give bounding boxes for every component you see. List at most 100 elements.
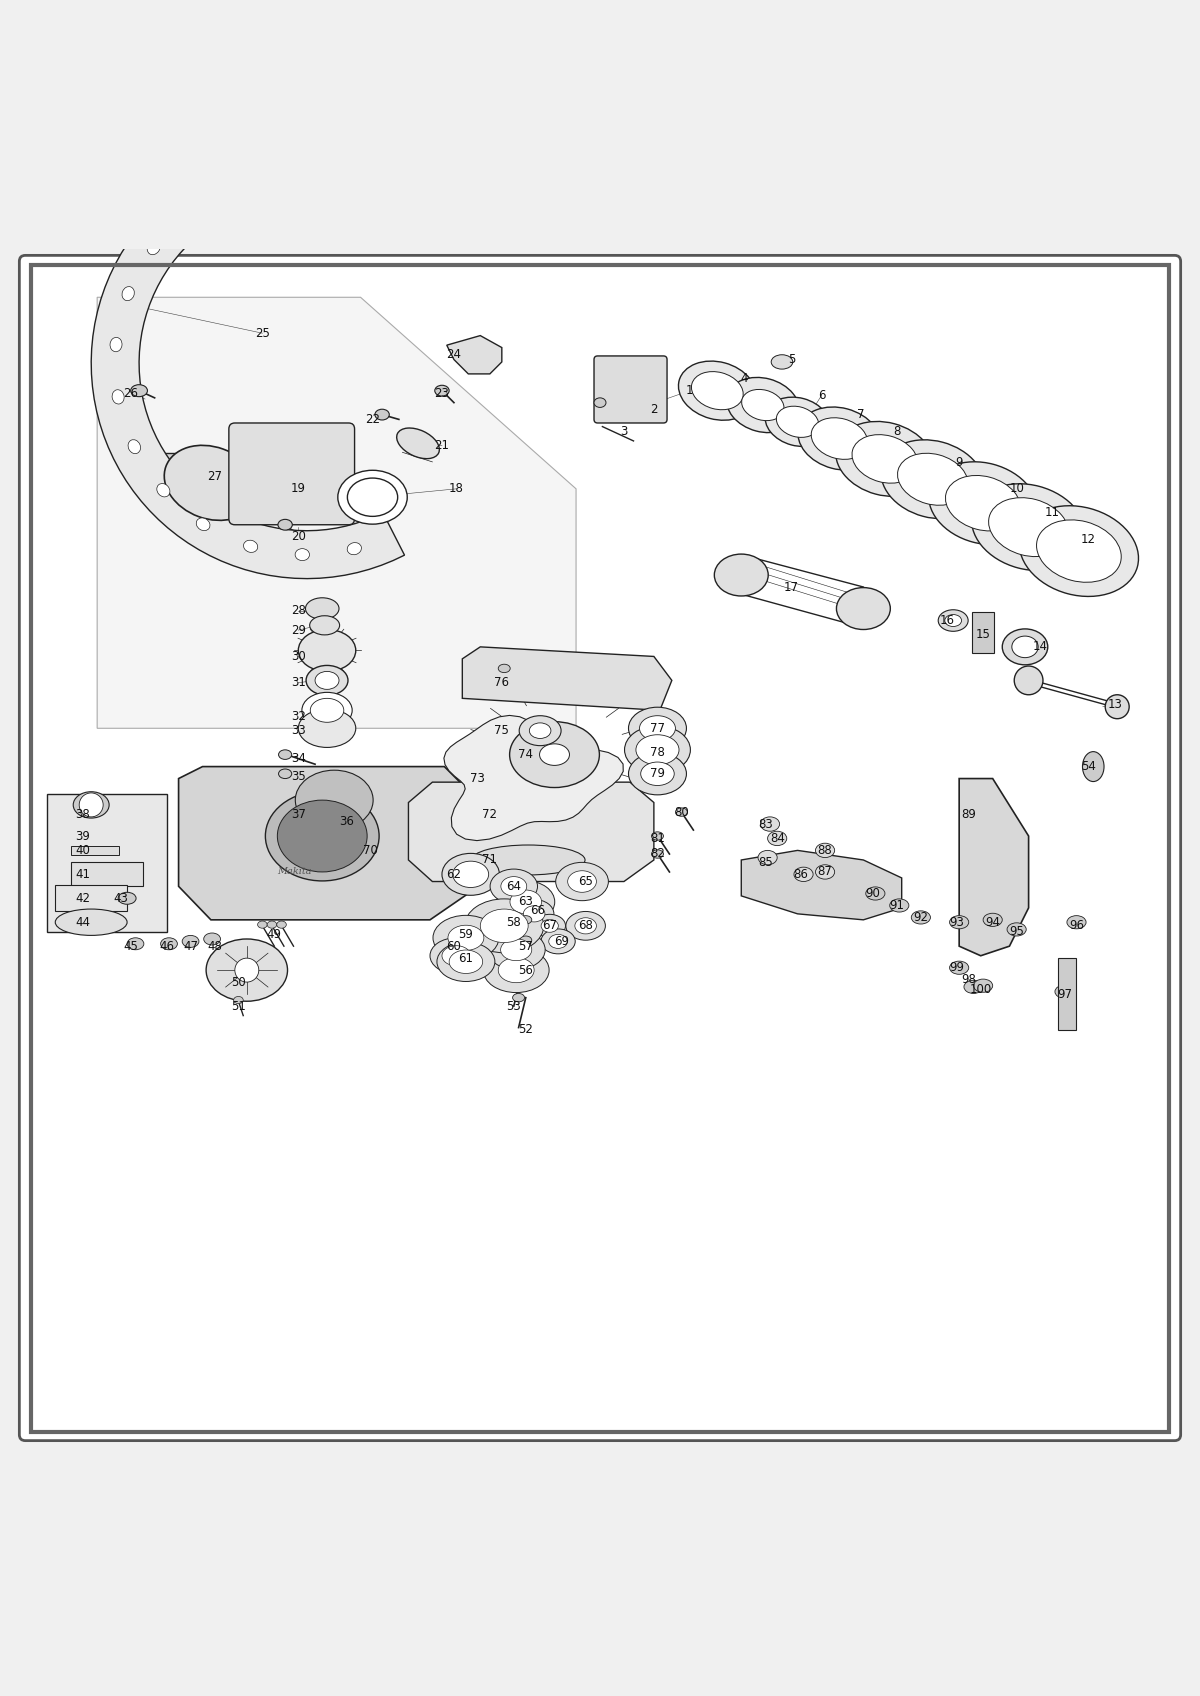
Text: 3: 3 [620,426,628,438]
Text: 56: 56 [518,963,533,977]
Text: 41: 41 [76,868,90,880]
Text: 29: 29 [290,624,306,636]
Ellipse shape [338,470,407,524]
Text: 61: 61 [458,951,474,965]
Ellipse shape [575,918,596,934]
Text: 14: 14 [1033,641,1048,653]
Ellipse shape [434,385,449,397]
Circle shape [79,794,103,817]
Ellipse shape [500,877,527,895]
Text: 7: 7 [857,409,865,421]
Polygon shape [959,778,1028,957]
Ellipse shape [452,862,488,887]
Text: 24: 24 [446,348,462,361]
Ellipse shape [520,916,532,924]
Ellipse shape [714,555,768,595]
Text: 9: 9 [955,456,962,470]
Text: 28: 28 [290,604,306,617]
Ellipse shape [1007,923,1026,936]
Ellipse shape [898,453,968,505]
Text: 21: 21 [434,439,450,453]
Ellipse shape [568,870,596,892]
Ellipse shape [464,899,544,953]
Ellipse shape [512,994,524,1002]
Ellipse shape [498,958,534,982]
Text: 85: 85 [758,856,773,868]
Text: 32: 32 [290,711,306,722]
Text: 77: 77 [650,722,665,734]
Ellipse shape [157,483,170,497]
Ellipse shape [268,921,277,928]
Text: 45: 45 [124,940,138,953]
FancyBboxPatch shape [229,422,354,524]
Ellipse shape [520,936,532,945]
Polygon shape [163,453,259,512]
Ellipse shape [523,906,545,923]
Text: 13: 13 [1108,697,1122,711]
Ellipse shape [946,475,1021,531]
Ellipse shape [835,421,934,497]
Text: 1: 1 [686,385,694,397]
Text: 90: 90 [865,887,881,901]
Text: 94: 94 [985,916,1000,929]
Ellipse shape [1037,521,1121,582]
Ellipse shape [772,354,793,370]
Ellipse shape [989,497,1069,556]
FancyBboxPatch shape [594,356,667,422]
Ellipse shape [487,929,545,970]
Ellipse shape [374,409,389,421]
Ellipse shape [1019,505,1139,597]
Text: 35: 35 [290,770,306,782]
Ellipse shape [278,519,293,531]
Ellipse shape [889,899,908,912]
Text: 2: 2 [650,404,658,416]
Ellipse shape [758,850,778,865]
Ellipse shape [299,709,355,748]
Polygon shape [47,794,167,931]
Ellipse shape [182,936,199,948]
Ellipse shape [510,722,600,787]
Text: 59: 59 [458,928,473,941]
Text: 99: 99 [949,962,965,974]
Ellipse shape [127,938,144,950]
Ellipse shape [652,850,664,858]
Text: 47: 47 [184,940,198,953]
Ellipse shape [652,831,664,840]
Ellipse shape [347,543,361,555]
Ellipse shape [316,672,340,689]
Text: 75: 75 [494,724,509,738]
Ellipse shape [541,919,558,933]
Ellipse shape [548,934,568,948]
Text: 5: 5 [788,353,796,366]
Text: 51: 51 [232,999,246,1013]
Text: 64: 64 [506,880,521,892]
Ellipse shape [1012,636,1038,658]
Text: 8: 8 [893,426,900,438]
Text: 44: 44 [76,916,90,929]
Bar [71,862,143,887]
Text: 88: 88 [817,845,833,856]
Ellipse shape [128,439,140,453]
Text: 87: 87 [817,865,833,879]
Ellipse shape [811,417,868,460]
Ellipse shape [541,929,575,953]
Ellipse shape [794,867,814,882]
Ellipse shape [761,817,780,831]
Text: 15: 15 [976,629,990,641]
Ellipse shape [229,178,244,192]
Ellipse shape [529,722,551,738]
Ellipse shape [299,629,355,672]
Ellipse shape [510,890,541,914]
Ellipse shape [265,790,379,880]
Text: 42: 42 [76,892,90,904]
Ellipse shape [865,887,884,901]
Text: 62: 62 [446,868,462,880]
Polygon shape [408,782,654,882]
Ellipse shape [929,461,1038,544]
Ellipse shape [816,843,835,858]
Ellipse shape [964,980,983,994]
Text: 38: 38 [76,807,90,821]
Ellipse shape [742,390,784,421]
Text: 34: 34 [290,751,306,765]
Text: 86: 86 [793,868,809,880]
